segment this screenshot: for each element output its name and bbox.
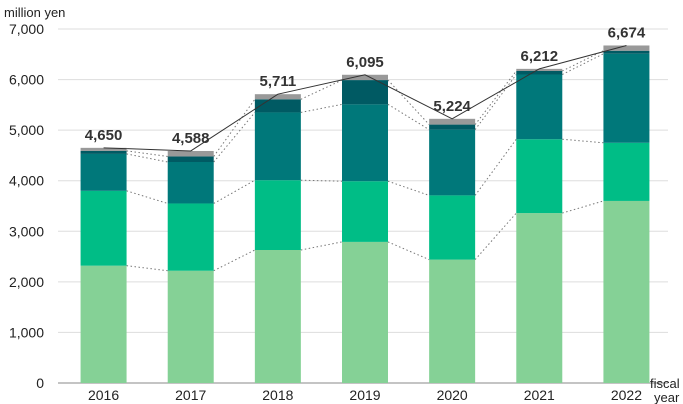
x-tick-label: 2022: [611, 387, 642, 403]
bar-segment-2: [254, 180, 301, 250]
bar-segment-1: [603, 200, 650, 383]
total-value-label: 6,674: [608, 24, 646, 41]
bar-segment-1: [429, 259, 476, 383]
y-tick-label: 1,000: [9, 324, 44, 340]
total-value-label: 4,588: [172, 130, 210, 147]
bar-segment-3: [254, 112, 301, 181]
connector-line: [474, 70, 517, 125]
bar-segment-5: [80, 147, 127, 151]
bar-segment-4: [167, 156, 214, 163]
bar-segment-2: [167, 203, 214, 271]
bar-segment-5: [429, 118, 476, 125]
bar-segment-5: [342, 74, 388, 81]
total-value-label: 6,095: [346, 54, 384, 71]
bar-segment-2: [342, 181, 388, 242]
connector-line: [474, 212, 517, 260]
connector-line: [474, 138, 517, 196]
labels: 0 1,000 2,000 3,000 4,000 5,000 6,000 7,000 2016…: [9, 21, 646, 403]
connector-line: [300, 103, 343, 113]
bar-segment-4: [342, 80, 388, 105]
y-tick-label: 0: [36, 375, 44, 391]
connector-line: [126, 153, 168, 163]
x-axis-title-line-1: fiscal: [650, 376, 680, 391]
total-value-label: 5,711: [259, 73, 296, 90]
bar-segment-1: [516, 213, 563, 383]
connector-line: [562, 200, 604, 214]
bar-segment-1: [342, 241, 388, 383]
connector-line: [562, 138, 604, 144]
bar-segment-3: [516, 74, 563, 140]
bar-segment-3: [603, 53, 650, 143]
connector-line: [126, 150, 168, 157]
bar-segment-3: [167, 162, 214, 204]
y-tick-label: 4,000: [9, 173, 44, 189]
bar-segment-3: [80, 153, 127, 191]
series-connectors: [126, 50, 604, 272]
total-value-label: 5,224: [433, 98, 471, 115]
connector-line: [387, 241, 430, 261]
connector-line: [474, 74, 517, 130]
connector-line: [300, 241, 343, 251]
connector-line: [126, 265, 168, 272]
bars: [80, 45, 650, 383]
total-value-label: 4,650: [85, 127, 123, 144]
connector-line: [126, 190, 168, 204]
y-tick-label: 6,000: [9, 72, 44, 88]
bar-segment-5: [254, 94, 301, 100]
bar-segment-4: [603, 50, 650, 54]
total-line: [103, 45, 627, 152]
bar-segment-5: [603, 45, 650, 51]
y-tick-label: 2,000: [9, 274, 44, 290]
x-tick-label: 2021: [524, 387, 555, 403]
x-tick-label: 2017: [175, 387, 206, 403]
total-trend-line: [103, 45, 627, 152]
connector-line: [387, 180, 430, 196]
y-axis-title: million yen: [4, 5, 65, 20]
bar-segment-2: [516, 139, 563, 214]
connector-line: [300, 79, 343, 100]
total-value-label: 6,212: [521, 48, 559, 65]
bar-segment-5: [516, 68, 563, 71]
bar-segment-2: [80, 190, 127, 266]
bar-segment-4: [80, 150, 127, 154]
connector-line: [213, 179, 256, 204]
bar-segment-4: [429, 124, 476, 130]
x-tick-label: 2018: [262, 387, 293, 403]
bar-segment-3: [342, 104, 388, 182]
bar-segment-3: [429, 129, 476, 196]
bar-segment-1: [80, 265, 127, 383]
x-tick-label: 2019: [349, 387, 380, 403]
bar-segment-4: [516, 70, 563, 75]
bar-segment-1: [254, 249, 301, 383]
y-tick-label: 3,000: [9, 223, 44, 239]
bar-segment-5: [167, 150, 214, 157]
connector-line: [387, 79, 430, 125]
connector-line: [213, 112, 256, 163]
connector-line: [387, 103, 430, 131]
y-tick-label: 5,000: [9, 122, 44, 138]
bar-segment-2: [429, 195, 476, 260]
connector-line: [213, 249, 256, 272]
bar-segment-4: [254, 99, 301, 113]
x-tick-label: 2016: [88, 387, 119, 403]
x-tick-label: 2020: [437, 387, 468, 403]
bar-segment-2: [603, 142, 650, 201]
x-axis-title-line-2: year: [654, 390, 680, 404]
bar-segment-1: [167, 270, 214, 383]
connector-line: [300, 179, 343, 182]
connector-line: [213, 99, 256, 157]
y-tick-label: 7,000: [9, 21, 44, 37]
